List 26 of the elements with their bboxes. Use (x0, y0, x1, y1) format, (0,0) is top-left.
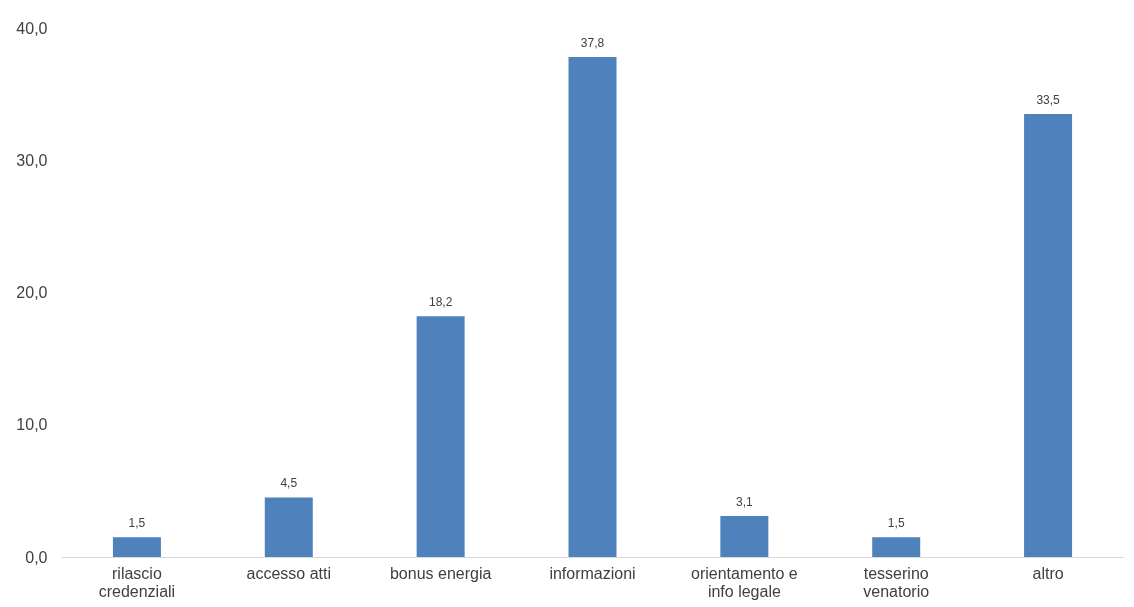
data-label: 4,5 (280, 476, 298, 491)
data-label: 18,2 (428, 295, 453, 310)
bar (264, 497, 313, 557)
bar (568, 57, 617, 557)
bar (112, 537, 161, 557)
bar (416, 316, 465, 557)
bar (720, 516, 769, 557)
data-label: 33,5 (1036, 92, 1061, 107)
data-label: 37,8 (580, 36, 605, 51)
data-label: 3,1 (736, 495, 754, 509)
y-tick-label: 40,0 (16, 19, 48, 37)
x-tick-label: informazioni (549, 564, 636, 582)
y-tick-label: 20,0 (16, 284, 48, 301)
data-label: 1,5 (128, 516, 146, 531)
x-tick-label: tesserino venatorio (863, 564, 930, 600)
data-label: 1,5 (887, 516, 905, 531)
x-tick-label: rilascio credenziali (98, 564, 176, 600)
x-tick-label: orientamento e info legale (690, 564, 798, 600)
x-tick-label: accesso atti (246, 564, 332, 582)
x-tick-label: altro (1032, 564, 1064, 582)
x-tick-label: bonus energia (389, 564, 492, 582)
y-tick-label: 10,0 (16, 416, 48, 434)
bar (872, 537, 921, 557)
bar (1024, 113, 1073, 557)
y-tick-label: 30,0 (16, 151, 48, 169)
y-tick-label: 0,0 (25, 548, 48, 566)
